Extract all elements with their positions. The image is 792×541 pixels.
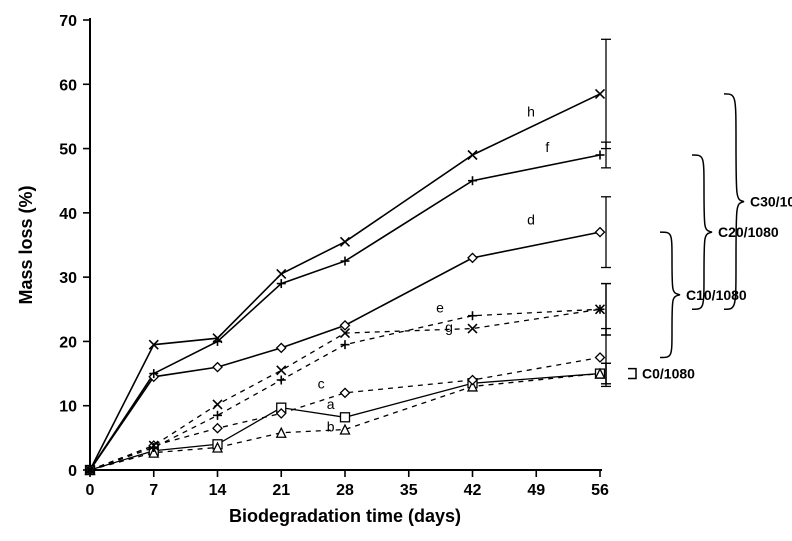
y-tick-label: 10 (59, 399, 77, 416)
series-label-d: d (527, 211, 535, 227)
series-label-c: c (318, 375, 325, 391)
x-tick-label: 42 (464, 482, 482, 499)
y-tick-label: 40 (59, 206, 77, 223)
x-tick-label: 0 (86, 482, 95, 499)
series-label-b: b (327, 418, 335, 434)
x-tick-label: 35 (400, 482, 418, 499)
y-tick-label: 20 (59, 334, 77, 351)
series-label-e: e (436, 300, 444, 316)
mass-loss-chart: 0 10 20 30 40 50 60 70 0 7 14 21 28 35 42 49 56 Biodegrad… (0, 0, 792, 541)
group-label: C0/1080 (642, 366, 695, 382)
group-label: C20/1080 (718, 224, 779, 240)
x-tick-label: 14 (209, 482, 227, 499)
x-tick-label: 49 (527, 482, 545, 499)
group-label: C30/1080 (750, 194, 792, 210)
x-tick-label: 28 (336, 482, 354, 499)
x-axis-label: Biodegradation time (days) (229, 506, 461, 526)
x-tick-label: 21 (272, 482, 290, 499)
series-label-h: h (527, 103, 535, 119)
y-tick-label: 0 (68, 463, 77, 480)
y-tick-label: 50 (59, 142, 77, 159)
x-tick-label: 56 (591, 482, 609, 499)
series-label-f: f (545, 139, 549, 155)
x-tick-label: 7 (149, 482, 158, 499)
series-label-g: g (445, 319, 453, 335)
y-tick-label: 60 (59, 77, 77, 94)
y-axis-label: Mass loss (%) (16, 185, 36, 304)
group-label: C10/1080 (686, 287, 747, 303)
series-label-a: a (327, 396, 335, 412)
y-tick-label: 70 (59, 13, 77, 30)
y-tick-label: 30 (59, 270, 77, 287)
